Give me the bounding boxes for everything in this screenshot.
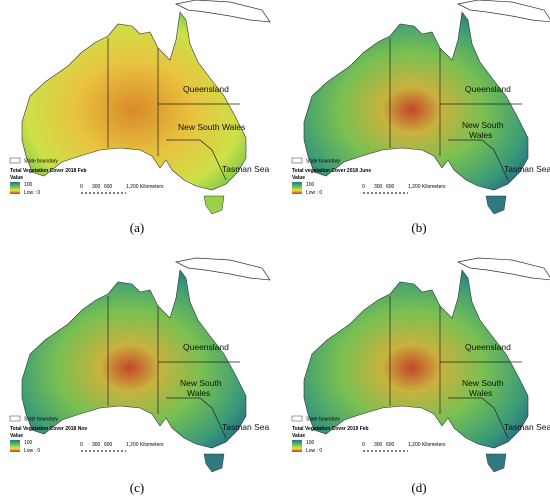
sea-label: Tasman Sea [504, 164, 550, 174]
tasmania [203, 195, 225, 215]
scale-label: 1,200 Kilometers [408, 442, 446, 448]
legend-value: Value [10, 433, 23, 439]
scale-label: 300 [92, 184, 101, 190]
scale-label: 1,200 Kilometers [126, 184, 164, 190]
tasmania [203, 453, 225, 473]
region-label: Wales [469, 130, 492, 140]
region-label: New South [462, 378, 504, 388]
legend-ramp [292, 182, 302, 194]
australia [21, 269, 247, 449]
scale-label: 300 [92, 442, 101, 448]
map-panel: Queensland New South Wales Tasman Sea State… [9, 0, 271, 215]
region-label: Queensland [183, 84, 229, 94]
region-label: New South Wales [178, 122, 245, 132]
new-guinea [174, 0, 271, 23]
scale-label: 600 [386, 184, 395, 190]
region-label: New South [462, 120, 504, 130]
sea-label: Tasman Sea [222, 164, 270, 174]
state-boundaries [389, 296, 522, 439]
scale-label: 0 [80, 184, 83, 190]
caption: (d) [411, 480, 426, 495]
legend-title: Total vegetation Cover 2018 June [292, 168, 371, 174]
legend-value: Value [10, 175, 23, 181]
caption: (a) [130, 220, 144, 235]
legend-title: Total Vegetation Cover 2018 Feb [10, 168, 87, 174]
state-boundaries [389, 38, 522, 181]
scale-label: 600 [104, 442, 113, 448]
legend-high: 100 [24, 440, 33, 446]
legend-title: Total Vegetation Cover 2019 Feb [292, 426, 369, 432]
state-boundaries [107, 296, 240, 439]
legend-high: 100 [24, 182, 33, 188]
tasmania [485, 453, 507, 473]
region-label: Wales [469, 388, 492, 398]
legend-high: 100 [306, 182, 315, 188]
state-boundaries [107, 38, 240, 181]
region-label: Queensland [465, 84, 511, 94]
scale-label: 1,200 Kilometers [408, 184, 446, 190]
legend-title: Total Vegetation Cover 2018 Nov [10, 426, 87, 432]
australia [303, 269, 529, 449]
scale-label: 300 [374, 184, 383, 190]
legend-boundary-swatch [291, 157, 303, 164]
legend-low: Low : 0 [306, 448, 322, 454]
tasmania [485, 195, 507, 215]
scale-label: 600 [386, 442, 395, 448]
region-label: Wales [187, 388, 210, 398]
legend-value: Value [292, 175, 305, 181]
region-label: New South [180, 378, 222, 388]
region-label: Queensland [183, 342, 229, 352]
region-label: Queensland [465, 342, 511, 352]
legend-low: Low : 0 [24, 448, 40, 454]
sea-label: Tasman Sea [222, 422, 270, 432]
legend-value: Value [292, 433, 305, 439]
caption: (b) [411, 220, 426, 235]
legend-boundary: State boundary [306, 159, 340, 165]
legend-low: Low : 0 [24, 190, 40, 196]
scale-label: 0 [362, 184, 365, 190]
caption: (c) [130, 480, 144, 495]
legend-high: 100 [306, 440, 315, 446]
legend-boundary-swatch [9, 415, 21, 422]
new-guinea [174, 257, 271, 281]
legend-ramp [10, 440, 20, 452]
legend-boundary: State boundary [24, 159, 58, 165]
legend-low: Low : 0 [306, 190, 322, 196]
sea-label: Tasman Sea [504, 422, 550, 432]
scale-label: 0 [80, 442, 83, 448]
scale-label: 0 [362, 442, 365, 448]
legend-boundary: State boundary [24, 417, 58, 423]
legend-ramp [10, 182, 20, 194]
legend-boundary-swatch [291, 415, 303, 422]
scale-label: 300 [374, 442, 383, 448]
new-guinea [456, 0, 550, 23]
scale-label: 600 [104, 184, 113, 190]
australia [21, 11, 247, 191]
australia [303, 11, 529, 191]
legend-boundary: State boundary [306, 417, 340, 423]
legend-ramp [292, 440, 302, 452]
scale-label: 1,200 Kilometers [126, 442, 164, 448]
new-guinea [456, 257, 550, 281]
legend-boundary-swatch [9, 157, 21, 164]
